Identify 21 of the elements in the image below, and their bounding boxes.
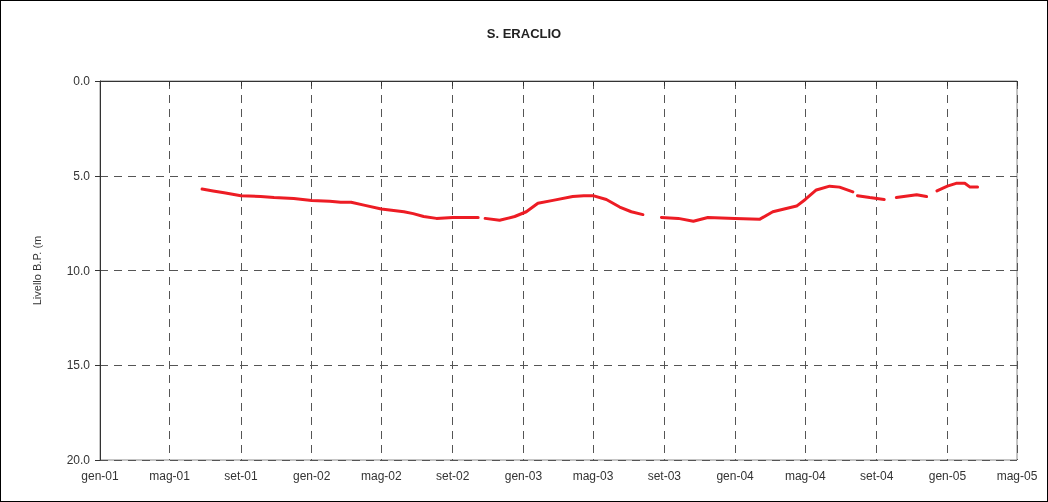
x-tick-label: mag-01 (149, 469, 191, 483)
x-tick-label: gen-03 (504, 469, 543, 483)
x-tick-label: mag-05 (996, 469, 1038, 483)
x-tick-label: mag-02 (360, 469, 402, 483)
x-tick-label: mag-04 (784, 469, 826, 483)
x-tick-label: gen-01 (81, 469, 119, 483)
y-tick-label: 10.0 (66, 263, 91, 278)
x-tick-label: set-04 (859, 469, 894, 483)
x-tick-label: set-01 (224, 469, 258, 483)
x-tick-label: gen-02 (293, 469, 331, 483)
y-tick-label: 5.0 (73, 168, 91, 183)
x-tick-label: gen-04 (716, 469, 755, 483)
x-tick-label: mag-03 (572, 469, 614, 483)
chart-title: S. ERACLIO (486, 26, 562, 41)
y-tick-label: 15.0 (66, 358, 91, 373)
x-tick-label: set-03 (647, 469, 682, 483)
y-tick-label: 20.0 (66, 453, 91, 467)
y-tick-label: 0.0 (73, 74, 91, 88)
x-tick-label: set-02 (435, 469, 470, 483)
y-axis-title: Livello B.P. (m (30, 235, 43, 306)
x-tick-label: gen-05 (928, 469, 967, 483)
